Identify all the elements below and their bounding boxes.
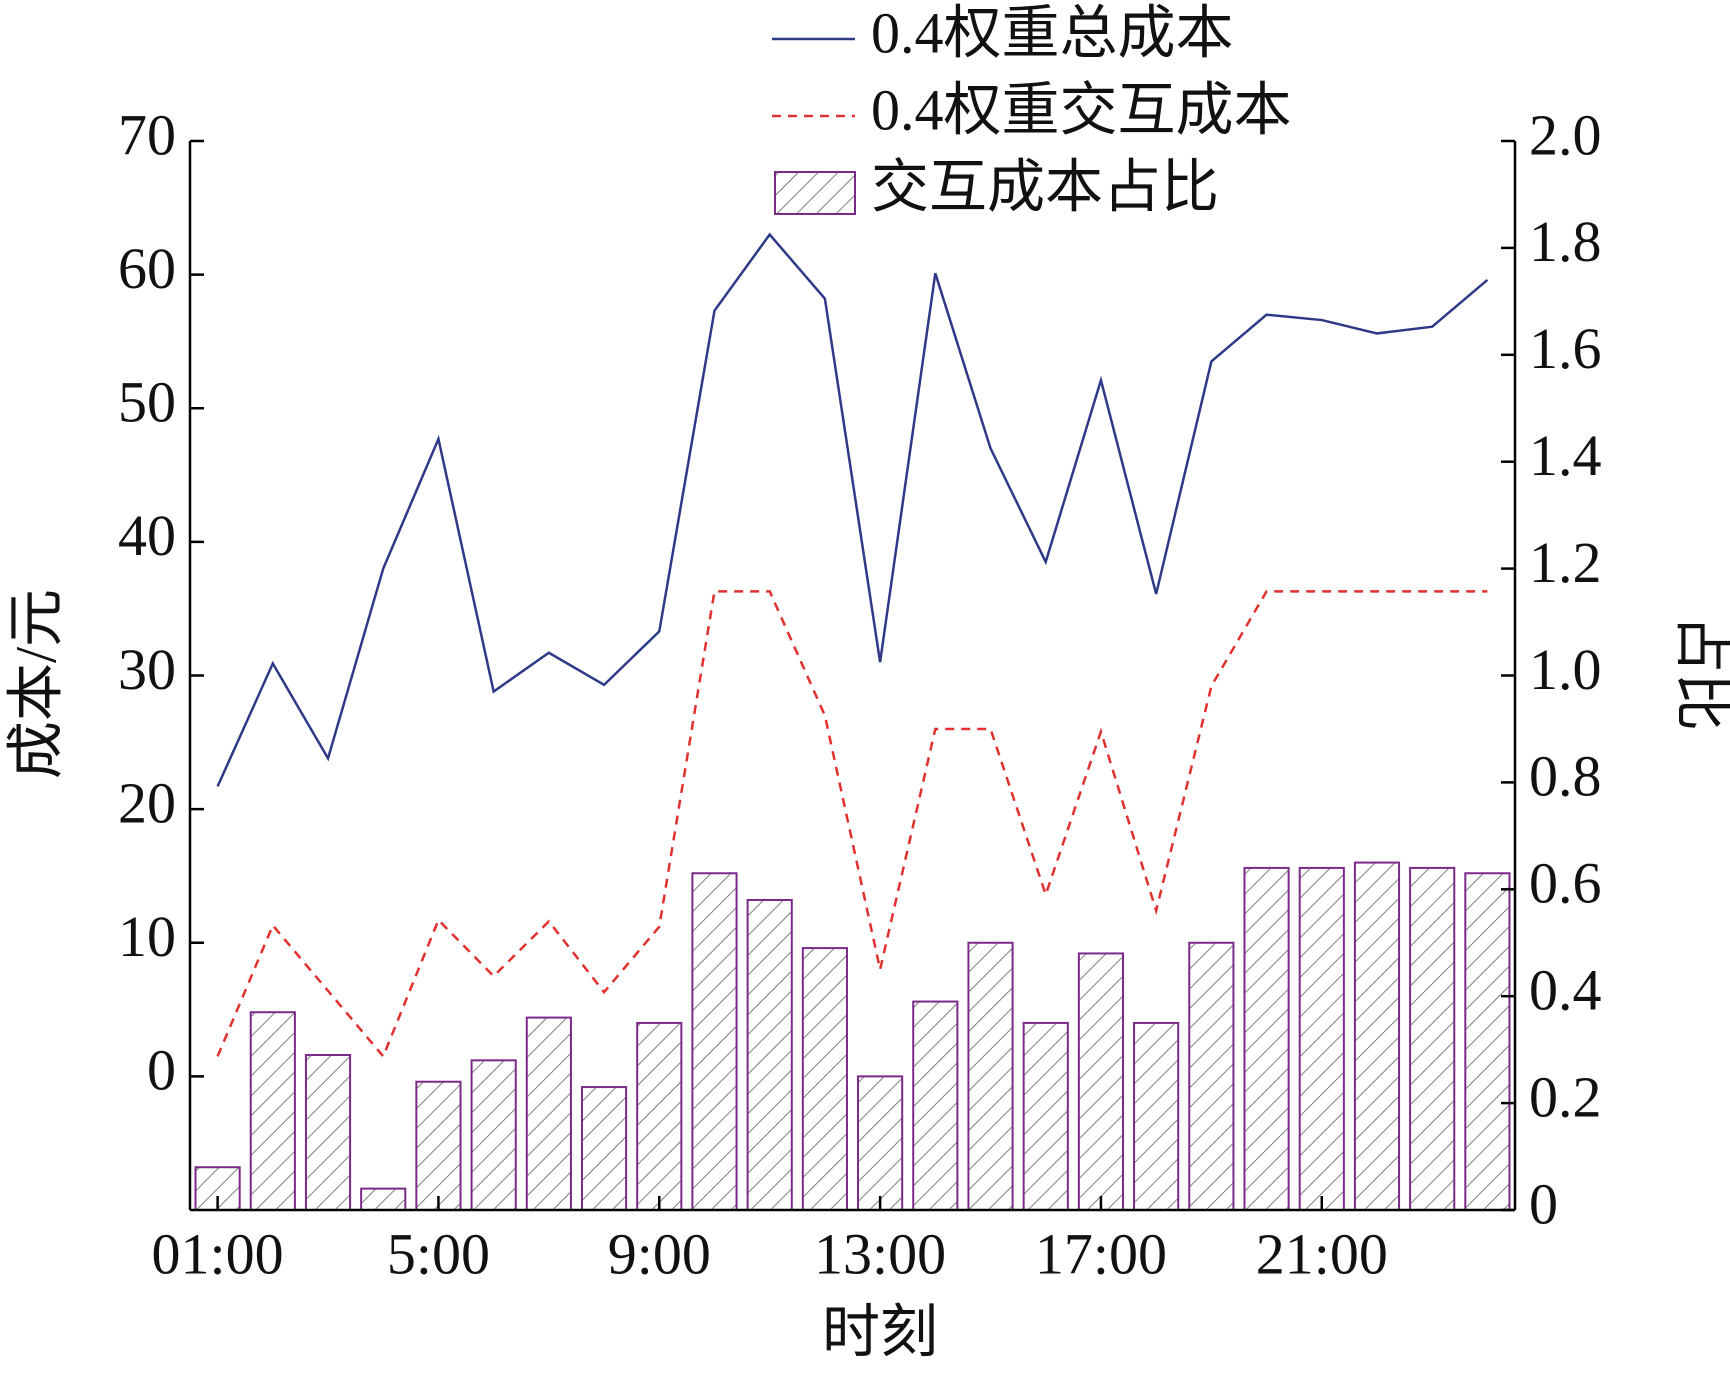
y2-tick-label: 0: [1529, 1171, 1558, 1236]
y2-tick-label: 1.4: [1529, 423, 1602, 488]
bar: [304, 1053, 352, 1211]
legend-swatch: [774, 171, 856, 215]
y2-tick-label: 0.6: [1529, 851, 1602, 916]
bar: [1298, 866, 1345, 1211]
y2-tick-label: 1.2: [1529, 530, 1602, 595]
bar: [857, 1075, 904, 1211]
x-tick-label: 21:00: [1256, 1221, 1388, 1286]
y2-tick-label: 2.0: [1529, 102, 1602, 167]
bar: [1022, 1021, 1069, 1211]
bar: [967, 941, 1014, 1211]
bar: [525, 1016, 572, 1212]
line: [216, 232, 1489, 787]
y-axis-title: 成本/元: [3, 589, 68, 779]
bar: [912, 1000, 959, 1211]
y-tick-label: 60: [118, 236, 176, 301]
y-tick-label: 10: [118, 904, 176, 969]
bar: [1133, 1021, 1180, 1211]
legend-label: 0.4权重总成本: [871, 0, 1234, 65]
bar: [746, 898, 793, 1211]
bar: [360, 1187, 407, 1211]
bar: [1353, 861, 1401, 1211]
bar: [1409, 866, 1456, 1211]
bar: [415, 1080, 462, 1211]
y-tick-label: 50: [118, 370, 176, 435]
x-tick-label: 9:00: [608, 1221, 711, 1286]
y-tick-label: 0: [147, 1038, 176, 1103]
bar: [1077, 952, 1125, 1211]
line: [216, 590, 1488, 1059]
legend-label: 0.4权重交互成本: [871, 77, 1292, 142]
y-tick-label: 20: [118, 770, 176, 835]
y2-tick-label: 1.0: [1529, 637, 1602, 702]
y-tick-label: 30: [118, 637, 176, 702]
y2-axis-title: 占比: [1670, 615, 1730, 731]
bar: [636, 1021, 683, 1211]
bar: [580, 1086, 628, 1211]
y2-tick-label: 0.4: [1529, 958, 1602, 1023]
y2-tick-label: 0.2: [1529, 1064, 1602, 1129]
bar: [1464, 872, 1511, 1211]
y2-tick-label: 1.8: [1529, 209, 1602, 274]
x-tick-label: 17:00: [1035, 1221, 1167, 1286]
y-tick-label: 70: [118, 102, 176, 167]
bar: [1243, 866, 1290, 1211]
bar: [470, 1059, 517, 1211]
x-axis-title: 时刻: [822, 1299, 938, 1364]
x-tick-label: 13:00: [814, 1221, 946, 1286]
bar: [249, 1011, 296, 1211]
bar: [691, 872, 738, 1211]
bar: [1188, 941, 1235, 1211]
x-tick-label: 01:00: [152, 1221, 284, 1286]
legend-label: 交互成本占比: [871, 154, 1219, 219]
y-tick-label: 40: [118, 503, 176, 568]
y2-tick-label: 0.8: [1529, 744, 1602, 809]
x-tick-label: 5:00: [387, 1221, 490, 1286]
bar: [801, 947, 848, 1211]
y2-tick-label: 1.6: [1529, 316, 1602, 381]
